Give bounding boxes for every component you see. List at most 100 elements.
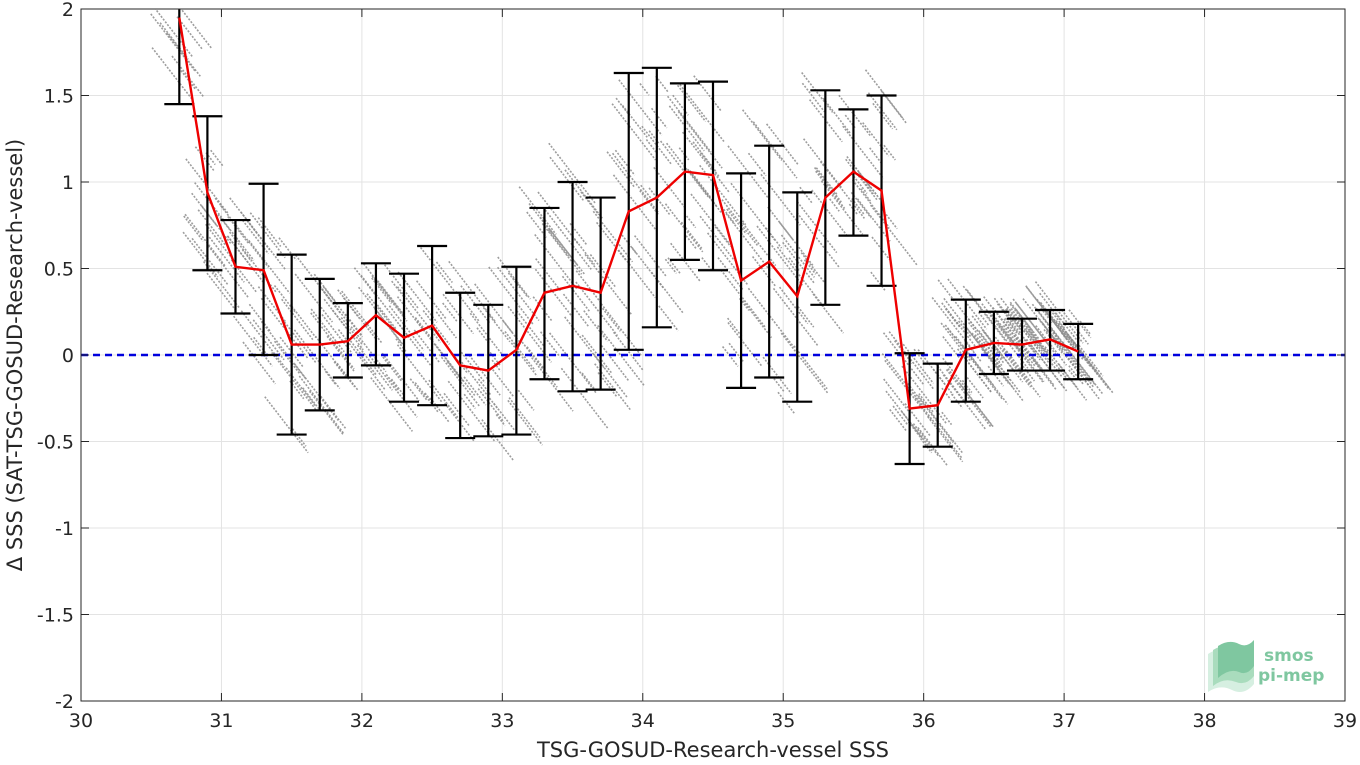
scatter-streak: [1061, 309, 1089, 345]
scatter-streak: [1034, 281, 1084, 344]
scatter-streak: [1000, 297, 1039, 347]
scatter-streak: [342, 297, 360, 319]
scatter-streak: [202, 261, 241, 309]
scatter-streak: [962, 285, 1006, 341]
scatter-streak: [664, 258, 678, 274]
scatter-streak: [762, 356, 792, 395]
scatter-streak: [752, 121, 798, 179]
scatter-streak: [564, 316, 605, 369]
scatter-streak: [214, 197, 226, 211]
scatter-streak: [518, 186, 557, 235]
scatter-streak: [516, 310, 546, 348]
scatter-streak: [246, 220, 271, 251]
scatter-streak: [917, 395, 964, 454]
scatter-streak: [428, 379, 459, 418]
scatter-streak: [931, 297, 974, 352]
x-tick-label: 34: [631, 710, 655, 732]
scatter-streak: [1021, 336, 1041, 361]
scatter-streak: [801, 82, 826, 113]
scatter-streak: [919, 438, 933, 454]
scatter-streak: [584, 253, 633, 315]
scatter-streak: [751, 256, 777, 288]
scatter-streak: [537, 191, 580, 245]
scatter-streak: [194, 146, 215, 171]
scatter-streak: [1078, 344, 1104, 377]
scatter-streak: [947, 327, 958, 341]
scatter-streak: [252, 319, 285, 361]
scatter-streak: [606, 151, 636, 188]
x-tick-label: 32: [350, 710, 374, 732]
scatter-streak: [1035, 307, 1068, 349]
scatter-streak: [872, 102, 894, 130]
scatter-streak: [699, 215, 736, 262]
scatter-streak: [611, 103, 657, 161]
scatter-streak: [741, 109, 783, 161]
scatter-streak: [374, 301, 398, 331]
scatter-streak: [989, 314, 1013, 344]
scatter-streak: [617, 249, 656, 299]
scatter-streak: [1027, 361, 1045, 383]
scatter-streak: [797, 306, 815, 328]
scatter-streak: [205, 152, 216, 166]
scatter-streak: [726, 208, 747, 235]
scatter-streak: [881, 353, 927, 410]
scatter-streak: [666, 95, 712, 153]
smos-pimep-logo: smos pi-mep: [1208, 640, 1324, 692]
scatter-streak: [1065, 354, 1085, 378]
scatter-streak: [353, 267, 378, 298]
scatter-streak: [977, 311, 990, 327]
scatter-streak: [670, 242, 701, 282]
x-tick-label: 37: [1052, 710, 1076, 732]
scatter-streak: [429, 397, 450, 423]
scatter-streak: [965, 327, 1015, 390]
scatter-streak: [760, 173, 801, 226]
scatter-streak: [664, 203, 704, 253]
scatter-streak: [1042, 317, 1067, 348]
scatter-streak: [291, 305, 317, 339]
scatter-streak: [1009, 301, 1034, 332]
scatter-streak: [461, 361, 500, 411]
scatter-streak: [947, 278, 988, 330]
scatter-streak: [725, 213, 772, 272]
scatter-streak: [600, 303, 642, 356]
scatter-streak: [945, 307, 961, 327]
scatter-streak: [633, 235, 667, 277]
scatter-streak: [435, 261, 453, 283]
scatter-streak: [477, 388, 505, 423]
scatter-streak: [941, 387, 952, 400]
scatter-streak: [648, 187, 671, 216]
scatter-streak: [368, 355, 418, 418]
scatter-streak: [1025, 329, 1063, 378]
scatter-streak: [581, 334, 613, 374]
scatter-streak: [848, 203, 859, 216]
scatter-streak: [639, 83, 650, 96]
scatter-streak: [541, 223, 583, 275]
scatter-streak: [206, 272, 237, 312]
scatter-streak: [600, 345, 630, 382]
scatter-streak: [580, 191, 600, 216]
scatter-streak: [884, 359, 932, 421]
scatter-streak: [371, 275, 408, 322]
scatter-streak: [194, 182, 224, 220]
scatter-streak: [308, 390, 345, 436]
scatter-streak: [822, 97, 852, 135]
scatter-streak: [1038, 318, 1059, 344]
scatter-streak: [1042, 322, 1065, 352]
scatter-streak: [1004, 317, 1018, 334]
scatter-streak: [366, 293, 396, 331]
scatter-streak: [1015, 308, 1040, 340]
scatter-streak: [937, 279, 979, 332]
scatter-streak: [838, 94, 872, 137]
scatter-streak: [415, 280, 447, 320]
scatter-streak: [889, 409, 907, 432]
scatter-streak: [356, 344, 393, 391]
scatter-streak: [727, 145, 771, 201]
scatter-streak: [648, 130, 660, 144]
x-tick-label: 35: [771, 710, 795, 732]
scatter-streak: [279, 315, 317, 364]
scatter-streak: [253, 336, 268, 356]
scatter-streak: [293, 329, 341, 389]
scatter-streak: [583, 310, 609, 342]
scatter-streak: [601, 307, 621, 332]
scatter-streak: [796, 212, 840, 268]
